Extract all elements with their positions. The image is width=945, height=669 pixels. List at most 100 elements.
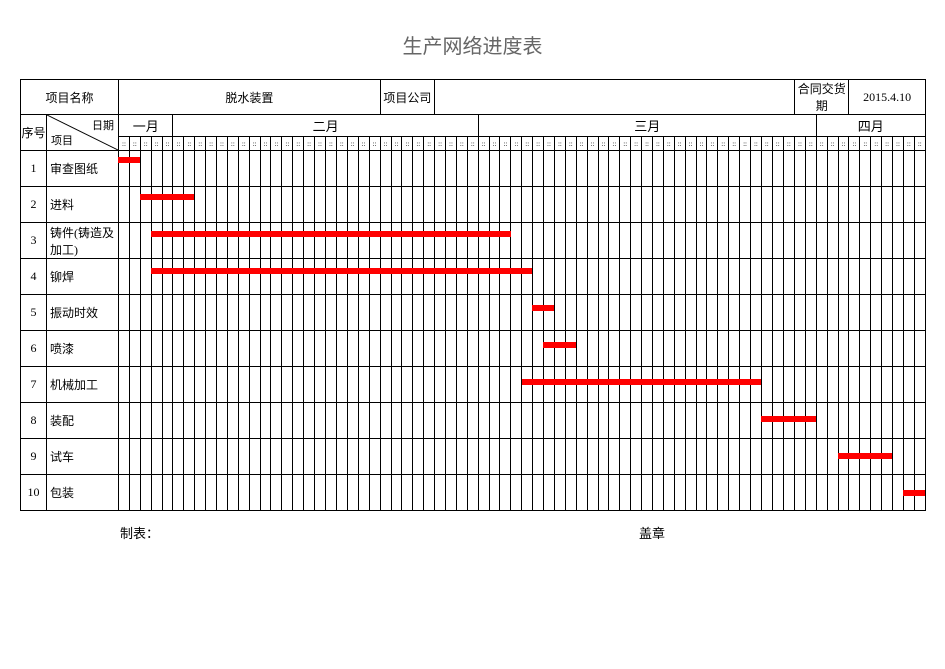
timeline-cell	[315, 439, 326, 475]
timeline-cell	[642, 223, 653, 259]
timeline-cell	[696, 295, 707, 331]
timeline-cell	[882, 151, 893, 187]
timeline-cell	[849, 259, 860, 295]
timeline-cell	[315, 475, 326, 511]
timeline-cell	[336, 439, 347, 475]
day-tick: ::	[249, 137, 260, 151]
timeline-cell	[511, 295, 522, 331]
timeline-cell	[293, 187, 304, 223]
timeline-cell	[816, 367, 827, 403]
timeline-cell	[304, 259, 315, 295]
timeline-cell	[315, 367, 326, 403]
timeline-cell	[162, 439, 173, 475]
timeline-cell	[598, 259, 609, 295]
timeline-cell	[206, 367, 217, 403]
timeline-cell	[609, 295, 620, 331]
timeline-cell	[652, 367, 663, 403]
timeline-cell	[293, 403, 304, 439]
timeline-cell	[587, 259, 598, 295]
task-name: 喷漆	[47, 331, 119, 367]
timeline-cell	[587, 223, 598, 259]
timeline-cell	[685, 367, 696, 403]
day-tick: ::	[325, 137, 336, 151]
timeline-cell	[718, 439, 729, 475]
timeline-cell	[456, 439, 467, 475]
timeline-cell	[271, 223, 282, 259]
timeline-cell	[336, 331, 347, 367]
timeline-cell	[467, 295, 478, 331]
timeline-cell	[903, 367, 914, 403]
timeline-cell	[860, 187, 871, 223]
timeline-cell	[511, 475, 522, 511]
timeline-cell	[293, 259, 304, 295]
timeline-cell	[642, 151, 653, 187]
timeline-cell	[838, 151, 849, 187]
timeline-cell	[173, 475, 184, 511]
timeline-cell	[467, 151, 478, 187]
timeline-cell	[402, 439, 413, 475]
timeline-cell	[882, 403, 893, 439]
timeline-cell	[554, 223, 565, 259]
timeline-cell	[347, 475, 358, 511]
day-tick: ::	[315, 137, 326, 151]
timeline-cell	[795, 223, 806, 259]
timeline-cell	[489, 151, 500, 187]
timeline-cell	[358, 403, 369, 439]
timeline-cell	[783, 367, 794, 403]
timeline-cell	[729, 331, 740, 367]
timeline-cell	[500, 295, 511, 331]
timeline-cell	[315, 151, 326, 187]
timeline-cell	[652, 403, 663, 439]
day-tick: ::	[685, 137, 696, 151]
timeline-cell	[184, 223, 195, 259]
timeline-cell	[435, 331, 446, 367]
timeline-cell	[598, 223, 609, 259]
timeline-cell	[315, 187, 326, 223]
page-title: 生产网络进度表	[20, 30, 925, 59]
timeline-cell	[217, 439, 228, 475]
timeline-cell	[238, 439, 249, 475]
timeline-cell	[914, 223, 925, 259]
timeline-cell	[391, 223, 402, 259]
timeline-cell	[740, 439, 751, 475]
timeline-cell	[402, 223, 413, 259]
timeline-cell	[206, 295, 217, 331]
timeline-cell	[467, 187, 478, 223]
timeline-cell	[358, 259, 369, 295]
timeline-cell	[129, 439, 140, 475]
timeline-cell	[871, 295, 882, 331]
timeline-cell	[217, 151, 228, 187]
timeline-cell	[631, 295, 642, 331]
timeline-cell	[707, 475, 718, 511]
timeline-cell	[413, 295, 424, 331]
timeline-cell	[772, 151, 783, 187]
timeline-cell	[795, 331, 806, 367]
timeline-cell	[402, 259, 413, 295]
day-tick: ::	[369, 137, 380, 151]
timeline-cell	[260, 151, 271, 187]
timeline-cell	[750, 439, 761, 475]
timeline-cell	[195, 403, 206, 439]
timeline-cell	[260, 295, 271, 331]
task-seq: 2	[21, 187, 47, 223]
timeline-cell	[598, 403, 609, 439]
timeline-cell	[707, 151, 718, 187]
timeline-cell	[249, 331, 260, 367]
timeline-cell	[620, 475, 631, 511]
timeline-cell	[140, 403, 151, 439]
timeline-cell	[184, 439, 195, 475]
timeline-cell	[576, 331, 587, 367]
timeline-cell	[478, 403, 489, 439]
timeline-cell	[369, 151, 380, 187]
timeline-cell	[772, 187, 783, 223]
timeline-cell	[249, 223, 260, 259]
timeline-cell	[914, 151, 925, 187]
timeline-cell	[489, 475, 500, 511]
timeline-cell	[478, 295, 489, 331]
timeline-cell	[151, 403, 162, 439]
timeline-cell	[358, 367, 369, 403]
timeline-cell	[500, 367, 511, 403]
timeline-cell	[140, 187, 151, 223]
month-header: 三月	[478, 115, 816, 137]
timeline-cell	[871, 259, 882, 295]
